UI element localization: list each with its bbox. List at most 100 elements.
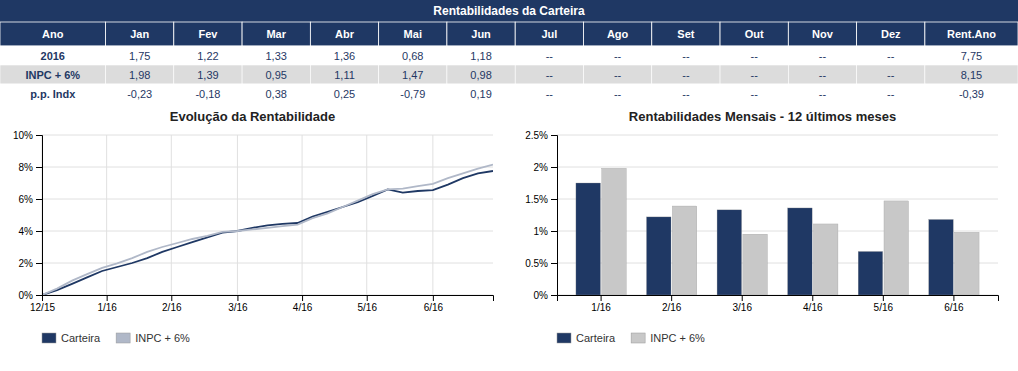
x-axis: 1/162/163/164/165/166/16 — [558, 295, 999, 313]
x-tick-label: 12/15 — [30, 302, 55, 313]
y-tick-label: 8% — [19, 162, 34, 173]
y-tick: 2% — [19, 258, 42, 269]
table-cell — [720, 84, 788, 103]
table-cell — [720, 65, 788, 84]
y-tick: 2.5% — [525, 130, 557, 141]
table-cell-text: 0,98 — [470, 69, 491, 81]
table-cell-text: 1,36 — [334, 50, 355, 62]
table-cell — [515, 65, 583, 84]
table-header-cell — [583, 22, 651, 46]
x-tick: 3/16 — [228, 295, 248, 313]
x-tick: 3/16 — [732, 295, 752, 313]
table-cell — [0, 46, 106, 65]
grid-line-x — [106, 135, 107, 295]
table-cell — [310, 84, 378, 103]
table-cell — [583, 65, 651, 84]
table-cell — [857, 84, 925, 103]
table-cell — [925, 84, 1018, 103]
table-cell-text: 1,33 — [266, 50, 287, 62]
x-tick: 2/16 — [162, 295, 182, 313]
table-cell — [310, 65, 378, 84]
x-tick-label: 1/16 — [97, 302, 117, 313]
table-cell — [0, 65, 106, 84]
table-title: Rentabilidades da Carteira — [433, 4, 585, 18]
y-tick-mark — [551, 135, 557, 136]
legend-swatch — [116, 333, 130, 343]
table-cell — [106, 46, 174, 65]
x-tick-label: 6/16 — [424, 302, 444, 313]
table-cell-text: 0,19 — [470, 88, 491, 100]
y-tick-label: 1.5% — [525, 194, 548, 205]
chart-title: Rentabilidades Mensais - 12 últimos mese… — [629, 109, 896, 124]
table-header: Mai — [404, 28, 422, 40]
bar — [672, 206, 697, 295]
table-cell-text: 1,75 — [129, 50, 150, 62]
y-tick-label: 1% — [534, 226, 549, 237]
table-cell — [242, 46, 310, 65]
bar — [717, 210, 742, 295]
table-cell — [242, 65, 310, 84]
table-cell — [857, 46, 925, 65]
table-cell — [174, 46, 242, 65]
x-tick-label: 2/16 — [662, 302, 682, 313]
x-tick-label: 3/16 — [732, 302, 752, 313]
x-tick-label: 5/16 — [874, 302, 894, 313]
x-tick-label: 4/16 — [803, 302, 823, 313]
x-tick-mark — [812, 295, 813, 301]
table-cell-text: 1,47 — [402, 69, 423, 81]
table-cell — [788, 84, 856, 103]
table-cell-text: -- — [887, 69, 895, 81]
table-header: Jan — [130, 28, 149, 40]
legend-label: INPC + 6% — [650, 332, 705, 344]
y-axis-line — [36, 136, 43, 296]
table-cell-text: -- — [682, 69, 690, 81]
x-tick-mark — [601, 295, 602, 301]
table-header: Jun — [471, 28, 491, 40]
y-tick-mark — [36, 263, 42, 264]
y-tick: 8% — [19, 162, 42, 173]
table-cell — [652, 46, 720, 65]
y-tick-label: 2% — [534, 162, 549, 173]
x-tick: 5/16 — [874, 295, 894, 313]
table-cell — [310, 46, 378, 65]
table-cell-text: -- — [819, 88, 827, 100]
table-cell — [447, 84, 515, 103]
table-cell-text: 2016 — [41, 50, 65, 62]
table-cell-text: -- — [819, 69, 827, 81]
table-cell-text: -0,39 — [959, 88, 984, 100]
table-header-cell — [925, 22, 1018, 46]
x-tick: 2/16 — [662, 295, 682, 313]
table-cell-text: -- — [819, 50, 827, 62]
table-cell-text: 0,95 — [266, 69, 287, 81]
table-cell — [515, 84, 583, 103]
bar — [813, 224, 838, 295]
y-axis: 0%2%4%6%8%10% — [13, 130, 43, 301]
grid-line-y — [42, 167, 493, 168]
plot-area — [576, 168, 979, 295]
x-tick-mark — [237, 295, 238, 301]
legend-swatch — [631, 333, 645, 343]
table-header-cell — [515, 22, 583, 46]
table-header: Jul — [541, 28, 557, 40]
table-header-cell — [310, 22, 378, 46]
line-series — [42, 171, 493, 295]
table-cell — [515, 46, 583, 65]
table-cell — [379, 46, 447, 65]
table-cell — [447, 65, 515, 84]
table-header-cell — [447, 22, 515, 46]
table-cell-text: 1,22 — [197, 50, 218, 62]
grid-line-x — [366, 135, 367, 295]
x-axis-line — [43, 296, 494, 302]
y-axis: 0%0.5%1%1.5%2%2.5% — [525, 130, 557, 301]
bar — [646, 217, 671, 295]
x-tick-mark — [171, 295, 172, 301]
table-header-cell — [242, 22, 310, 46]
table-cell-text: -- — [546, 50, 554, 62]
bar — [743, 234, 768, 295]
y-tick: 6% — [19, 194, 42, 205]
table-cell-text: -- — [682, 88, 690, 100]
table-cell-text: -- — [546, 69, 554, 81]
y-tick-label: 4% — [19, 226, 34, 237]
table-header-cell — [106, 22, 174, 46]
grid-line-y — [557, 167, 998, 168]
